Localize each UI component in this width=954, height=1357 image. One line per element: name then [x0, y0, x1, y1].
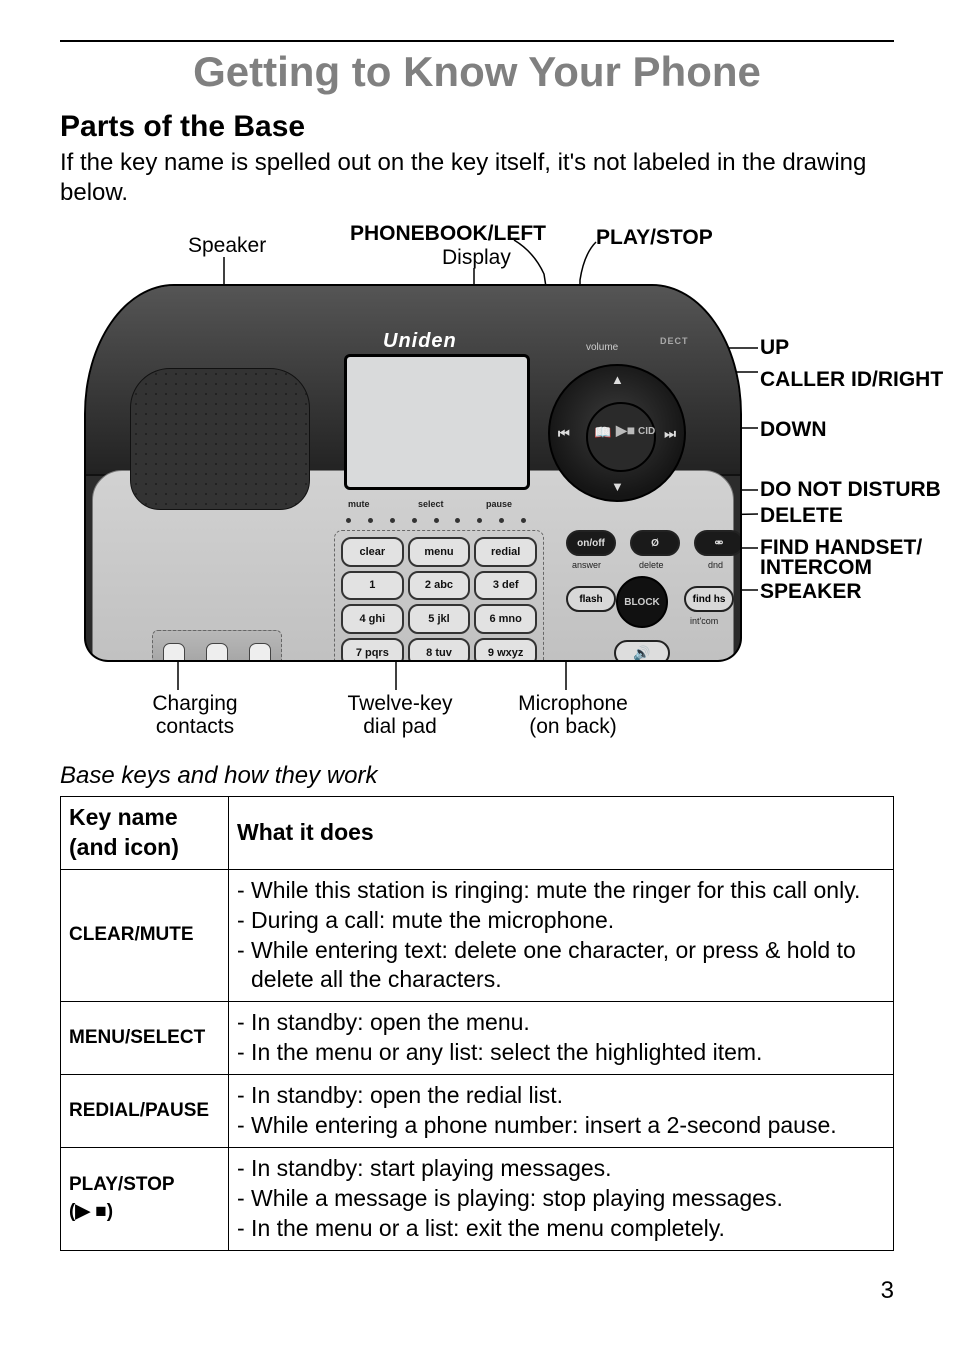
- table-row: PLAY/STOP(▶ ■)- In standby: start playin…: [61, 1147, 894, 1250]
- label-display: Display: [442, 246, 511, 269]
- label-dnd: DO NOT DISTURB: [760, 478, 941, 501]
- twelve-key-dialpad: clearmenuredial 12 abc3 def 4 ghi5 jkl6 mn…: [334, 530, 544, 662]
- label-microphone: Microphone (on back): [508, 692, 638, 738]
- intro-text: If the key name is spelled out on the ke…: [60, 148, 894, 208]
- phonebook-icon: 📖: [594, 424, 611, 441]
- table-row: REDIAL/PAUSE- In standby: open the redia…: [61, 1075, 894, 1148]
- olbl-dnd: dnd: [708, 560, 723, 570]
- block-button: BLOCK: [616, 576, 668, 628]
- led-row: [346, 518, 526, 524]
- findhs-button: find hs: [684, 586, 734, 612]
- desc-line: - In standby: start playing messages.: [237, 1154, 885, 1184]
- th-keyname: Key name (and icon): [61, 797, 229, 870]
- page-number: 3: [60, 1277, 894, 1305]
- keypad-key: redial: [474, 537, 537, 567]
- keypad-key: 9 wxyz: [474, 638, 537, 662]
- section-title: Parts of the Base: [60, 110, 894, 144]
- speaker-grille: [130, 368, 310, 510]
- olbl-delete: delete: [639, 560, 664, 570]
- keypad-key: 5 jkl: [408, 604, 471, 634]
- keypad-key: 8 tuv: [408, 638, 471, 662]
- playstop-icon: (▶ ■): [69, 1200, 113, 1225]
- label-charging: Charging contacts: [140, 692, 250, 738]
- desc-line: - While this station is ringing: mute th…: [237, 876, 885, 906]
- brand-logo: Uniden: [383, 330, 457, 353]
- label-dialpad: Twelve-key dial pad: [340, 692, 460, 738]
- desc-line: - In standby: open the redial list.: [237, 1081, 885, 1111]
- label-speaker-r: SPEAKER: [760, 580, 862, 603]
- nav-dial: ▲ ▼ ⏮ ⏭ 📖 ▶■ CID: [548, 364, 686, 502]
- dect-label: DECT: [660, 336, 689, 346]
- label-speaker: Speaker: [188, 234, 266, 257]
- page-title: Getting to Know Your Phone: [60, 48, 894, 96]
- desc-line: - While entering a phone number: insert …: [237, 1111, 885, 1141]
- phone-base: Uniden volume DECT ▲ ▼ ⏮ ⏭ 📖 ▶■ CID mute…: [84, 284, 742, 662]
- olbl-answer: answer: [572, 560, 601, 570]
- keypad-key: 1: [341, 571, 404, 601]
- desc-line: - In standby: open the menu.: [237, 1008, 885, 1038]
- label-delete: DELETE: [760, 504, 843, 527]
- nav-right-icon: ⏭: [664, 426, 676, 442]
- table-row: MENU/SELECT- In standby: open the menu.-…: [61, 1002, 894, 1075]
- lcd-display: [344, 354, 530, 490]
- phone-diagram: Speaker PHONEBOOK/LEFT Display PLAY/STOP…: [60, 222, 894, 752]
- cell-desc: - In standby: open the redial list.- Whi…: [229, 1075, 894, 1148]
- label-playstop: PLAY/STOP: [596, 226, 713, 249]
- playstop-icon: ▶■: [616, 422, 635, 439]
- delete-oval-button: Ø: [630, 530, 680, 556]
- desc-line: - While a message is playing: stop playi…: [237, 1184, 885, 1214]
- label-down: DOWN: [760, 418, 827, 441]
- label-findhs2: INTERCOM: [760, 556, 872, 579]
- keypad-key: 4 ghi: [341, 604, 404, 634]
- mini-select: select: [418, 499, 444, 509]
- cell-keyname: MENU/SELECT: [61, 1002, 229, 1075]
- keypad-key: menu: [408, 537, 471, 567]
- th-whatitdoes: What it does: [229, 797, 894, 870]
- dnd-oval-button: ⚮: [694, 530, 742, 556]
- desc-line: - In the menu or a list: exit the menu c…: [237, 1214, 885, 1244]
- cell-desc: - In standby: start playing messages.- W…: [229, 1147, 894, 1250]
- subsection-title: Base keys and how they work: [60, 762, 894, 790]
- keypad-key: 6 mno: [474, 604, 537, 634]
- volume-label: volume: [586, 342, 618, 353]
- keypad-key: 2 abc: [408, 571, 471, 601]
- label-phonebook-left: PHONEBOOK/LEFT: [350, 222, 546, 245]
- cell-desc: - In standby: open the menu.- In the men…: [229, 1002, 894, 1075]
- keypad-key: 7 pqrs: [341, 638, 404, 662]
- desc-line: - During a call: mute the microphone.: [237, 906, 885, 936]
- desc-line: - While entering text: delete one charac…: [237, 936, 885, 996]
- label-up: UP: [760, 336, 789, 359]
- mini-mute: mute: [348, 499, 370, 509]
- flash-button: flash: [566, 586, 616, 612]
- speaker-button: 🔊: [614, 640, 670, 662]
- cid-icon: CID: [638, 426, 655, 437]
- cell-keyname: PLAY/STOP(▶ ■): [61, 1147, 229, 1250]
- top-rule: [60, 40, 894, 42]
- cell-desc: - While this station is ringing: mute th…: [229, 869, 894, 1002]
- label-cid-right: CALLER ID/RIGHT: [760, 368, 943, 391]
- nav-down-icon: ▼: [611, 479, 624, 494]
- olbl-intcom: int'com: [690, 616, 718, 626]
- nav-up-icon: ▲: [611, 372, 624, 387]
- mini-pause: pause: [486, 499, 512, 509]
- table-row: CLEAR/MUTE - While this station is ringin…: [61, 869, 894, 1002]
- base-keys-table: Key name (and icon) What it does CLEAR/M…: [60, 796, 894, 1251]
- cell-keyname: REDIAL/PAUSE: [61, 1075, 229, 1148]
- desc-line: - In the menu or any list: select the hi…: [237, 1038, 885, 1068]
- keypad-key: 3 def: [474, 571, 537, 601]
- nav-left-icon: ⏮: [558, 426, 570, 442]
- charging-contacts: [152, 630, 282, 662]
- cell-keyname: CLEAR/MUTE: [61, 869, 229, 1002]
- onoff-button: on/off: [566, 530, 616, 556]
- keypad-key: clear: [341, 537, 404, 567]
